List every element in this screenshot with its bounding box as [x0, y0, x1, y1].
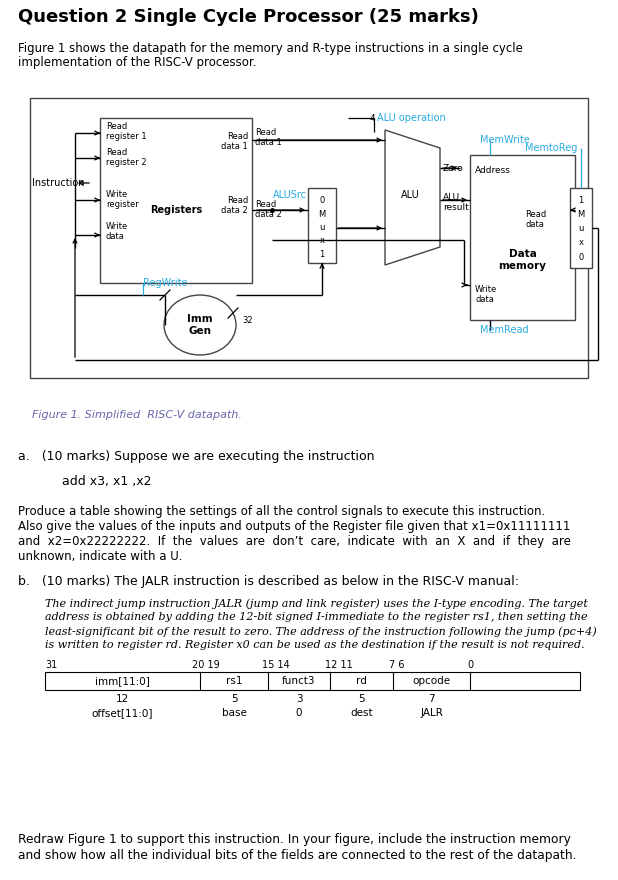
Text: 5: 5: [358, 694, 365, 704]
Text: MemtoReg: MemtoReg: [525, 143, 577, 153]
Text: MemWrite: MemWrite: [480, 135, 530, 145]
Text: 32: 32: [242, 316, 253, 325]
Bar: [570, 188, 592, 268]
Text: Read
register 1: Read register 1: [106, 122, 146, 142]
Text: rs1: rs1: [226, 676, 242, 686]
Text: x: x: [578, 238, 583, 247]
Text: a.   (10 marks) Suppose we are executing the instruction: a. (10 marks) Suppose we are executing t…: [18, 450, 375, 463]
Text: add x3, x1 ,x2: add x3, x1 ,x2: [62, 475, 151, 488]
Text: Redraw Figure 1 to support this instruction. In your figure, include the instruc: Redraw Figure 1 to support this instruct…: [18, 833, 571, 846]
Bar: [470, 155, 575, 320]
Bar: [100, 118, 252, 283]
Text: Figure 1 shows the datapath for the memory and R-type instructions in a single c: Figure 1 shows the datapath for the memo…: [18, 42, 523, 55]
Text: unknown, indicate with a U.: unknown, indicate with a U.: [18, 550, 182, 563]
Text: base: base: [222, 708, 247, 718]
Text: 31: 31: [45, 660, 57, 670]
Text: least-significant bit of the result to zero. The address of the instruction foll: least-significant bit of the result to z…: [45, 626, 597, 636]
Text: Data
memory: Data memory: [499, 249, 546, 271]
Text: implementation of the RISC-V processor.: implementation of the RISC-V processor.: [18, 56, 256, 69]
Text: u: u: [320, 223, 324, 232]
Text: Read
data 2: Read data 2: [255, 200, 282, 219]
Text: b.   (10 marks) The JALR instruction is described as below in the RISC-V manual:: b. (10 marks) The JALR instruction is de…: [18, 575, 519, 588]
Text: funct3: funct3: [282, 676, 316, 686]
Text: is written to register rd. Register x0 can be used as the destination if the res: is written to register rd. Register x0 c…: [45, 640, 585, 650]
Text: opcode: opcode: [412, 676, 451, 686]
Text: imm[11:0]: imm[11:0]: [95, 676, 150, 686]
Text: 4: 4: [370, 114, 375, 122]
Text: 0: 0: [296, 708, 302, 718]
Bar: [30, 98, 588, 378]
Text: MemRead: MemRead: [480, 325, 528, 335]
Text: rd: rd: [356, 676, 367, 686]
Text: ALU: ALU: [401, 190, 420, 200]
Text: 5: 5: [231, 694, 237, 704]
Bar: [308, 188, 336, 263]
Text: Instruction: Instruction: [32, 178, 85, 188]
Text: JALR: JALR: [420, 708, 443, 718]
Text: 7 6: 7 6: [389, 660, 405, 670]
Text: Zero: Zero: [443, 164, 464, 172]
Text: Address: Address: [475, 165, 511, 174]
Text: offset[11:0]: offset[11:0]: [91, 708, 153, 718]
Text: 7: 7: [428, 694, 435, 704]
Text: 1: 1: [578, 196, 583, 205]
Text: ALU
result: ALU result: [443, 193, 468, 212]
Text: 0: 0: [320, 196, 324, 205]
Text: 20 19: 20 19: [192, 660, 220, 670]
Text: Write
data: Write data: [106, 222, 129, 241]
Text: 3: 3: [295, 694, 302, 704]
Text: and  x2=0x22222222.  If  the  values  are  don’t  care,  indicate  with  an  X  : and x2=0x22222222. If the values are don…: [18, 535, 571, 548]
Text: u: u: [578, 224, 583, 233]
Polygon shape: [385, 130, 440, 265]
Text: 12: 12: [116, 694, 129, 704]
Text: Figure 1. Simplified  RISC-V datapath.: Figure 1. Simplified RISC-V datapath.: [32, 410, 242, 420]
Text: 12 11: 12 11: [325, 660, 353, 670]
Text: Read
data 2: Read data 2: [221, 196, 248, 216]
Text: Imm
Gen: Imm Gen: [187, 314, 213, 336]
Text: 15 14: 15 14: [262, 660, 290, 670]
Text: dest: dest: [350, 708, 373, 718]
Text: ALU operation: ALU operation: [377, 113, 446, 123]
Text: 0: 0: [578, 253, 583, 262]
Text: Read
data 1: Read data 1: [255, 128, 282, 147]
Ellipse shape: [164, 295, 236, 355]
Text: Also give the values of the inputs and outputs of the Register file given that x: Also give the values of the inputs and o…: [18, 520, 570, 533]
Text: and show how all the individual bits of the fields are connected to the rest of : and show how all the individual bits of …: [18, 849, 577, 862]
Bar: [45, 672, 580, 690]
Text: Read
data 1: Read data 1: [221, 132, 248, 151]
Text: 1: 1: [320, 250, 324, 259]
Text: Read
register 2: Read register 2: [106, 148, 146, 167]
Text: RegWrite: RegWrite: [143, 278, 187, 288]
Text: M: M: [318, 210, 326, 219]
Text: Write
register: Write register: [106, 190, 139, 209]
Text: ALUSrc: ALUSrc: [273, 190, 307, 200]
Text: x: x: [320, 236, 324, 245]
Text: Question 2 Single Cycle Processor (25 marks): Question 2 Single Cycle Processor (25 ma…: [18, 8, 479, 26]
Text: 0: 0: [467, 660, 473, 670]
Text: Produce a table showing the settings of all the control signals to execute this : Produce a table showing the settings of …: [18, 505, 545, 518]
Text: The indirect jump instruction JALR (jump and link register) uses the I-type enco: The indirect jump instruction JALR (jump…: [45, 598, 588, 609]
Text: Read
data: Read data: [525, 210, 546, 230]
Text: Registers: Registers: [150, 205, 202, 215]
Text: Write
data: Write data: [475, 285, 497, 304]
Text: address is obtained by adding the 12-bit signed I-immediate to the register rs1,: address is obtained by adding the 12-bit…: [45, 612, 588, 622]
Text: M: M: [577, 210, 585, 219]
